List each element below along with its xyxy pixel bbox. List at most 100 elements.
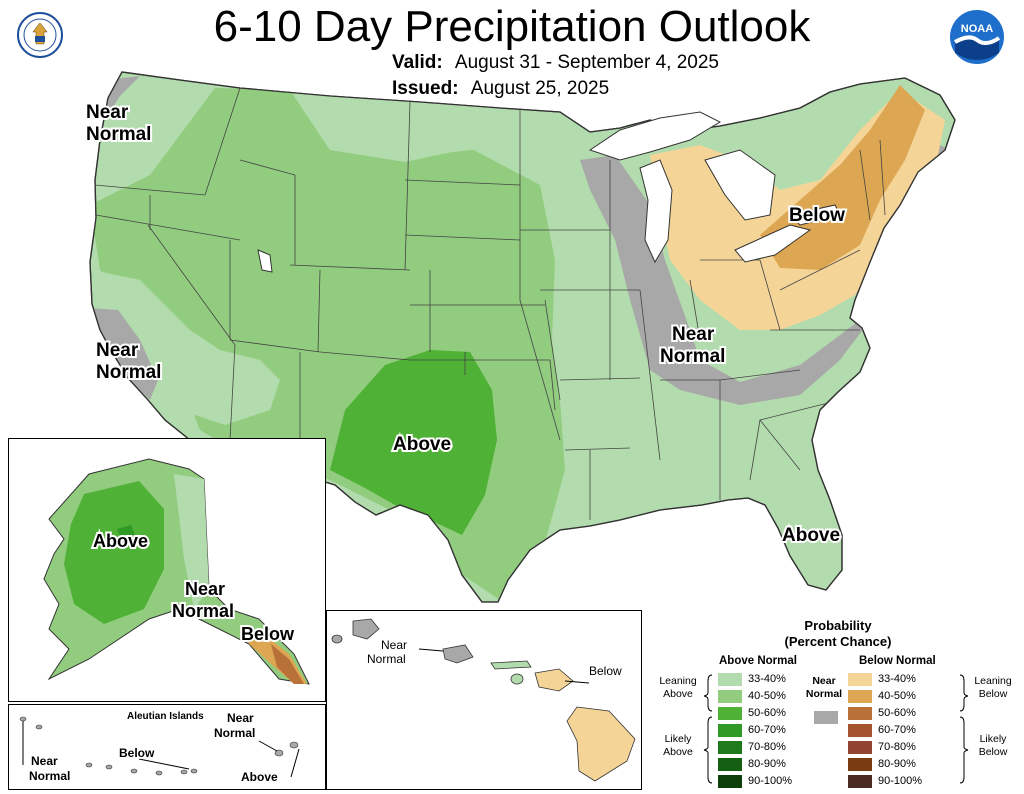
label-aleutian-east-above: Above bbox=[241, 770, 278, 784]
legend-below-range-label-3: 60-70% bbox=[878, 724, 916, 736]
legend-below-swatch-5 bbox=[848, 758, 872, 771]
label-florida-above: Above bbox=[782, 525, 840, 546]
alaska-inset: Above Near Normal Below bbox=[8, 438, 326, 702]
legend-leaning-above: Leaning Above bbox=[654, 675, 702, 701]
aleutian-inset: Aleutian Islands Near Normal Below Near … bbox=[8, 704, 326, 790]
legend-below-range-label-4: 70-80% bbox=[878, 741, 916, 753]
label-aleutian-west-near: Near bbox=[31, 754, 58, 768]
label-pacific-nw-near: Near bbox=[86, 102, 129, 123]
valid-line: Valid: August 31 - September 4, 2025 bbox=[392, 52, 719, 74]
great-lakes bbox=[257, 111, 841, 273]
island-molokai bbox=[490, 660, 532, 670]
legend-likely-below-l1: Likely bbox=[979, 733, 1007, 745]
legend-below-swatch-6 bbox=[848, 775, 872, 788]
label-aleutian-east-normal: Normal bbox=[214, 726, 255, 740]
legend-below-range-label-6: 90-100% bbox=[878, 775, 923, 787]
label-california-normal: Normal bbox=[96, 362, 161, 383]
legend-leaning-above-l1: Leaning bbox=[659, 675, 697, 687]
alaska-lean-above-east bbox=[174, 474, 209, 609]
near-normal-ohio-valley bbox=[580, 140, 950, 405]
issued-line: Issued: August 25, 2025 bbox=[392, 78, 609, 100]
legend-likely-above-l1: Likely bbox=[664, 733, 692, 745]
above-50-60-region bbox=[330, 350, 497, 535]
lean-above-northern-plains bbox=[290, 90, 520, 158]
alaska-map: Above Near Normal Below bbox=[43, 458, 310, 685]
valid-dates: August 31 - September 4, 2025 bbox=[454, 52, 719, 73]
label-ohio-valley-near: Near bbox=[672, 324, 715, 345]
legend-below-swatch-2 bbox=[848, 707, 872, 720]
label-aleutian-middle-below: Below bbox=[119, 746, 155, 760]
legend-near-normal-swatch bbox=[814, 711, 838, 724]
label-southern-plains-above: Above bbox=[393, 434, 451, 455]
legend-below-swatch-3 bbox=[848, 724, 872, 737]
island-lanai bbox=[510, 673, 524, 685]
label-aleutian-title: Aleutian Islands bbox=[127, 711, 204, 722]
label-pacific-nw-normal: Normal bbox=[86, 124, 151, 145]
hawaii-inset: Near Normal Below bbox=[326, 610, 642, 790]
label-hawaii-near: Near bbox=[381, 638, 407, 652]
map-title: 6-10 Day Precipitation Outlook bbox=[213, 2, 811, 51]
label-alaska-below: Below bbox=[241, 624, 295, 644]
alaska-above-50-60 bbox=[64, 481, 164, 624]
issued-label: Issued: bbox=[392, 78, 459, 99]
lean-above-pacific-nw bbox=[100, 90, 200, 190]
legend-below-range-label-2: 50-60% bbox=[878, 707, 916, 719]
legend-likely-below-l2: Below bbox=[978, 746, 1008, 758]
legend-subtitle: (Percent Chance) bbox=[784, 634, 892, 649]
noaa-logo-text: NOAA bbox=[961, 23, 993, 35]
legend-likely-above-l2: Above bbox=[663, 746, 693, 758]
label-hawaii-below: Below bbox=[589, 664, 622, 678]
island-oahu bbox=[442, 644, 474, 664]
legend-near-l1: Near bbox=[812, 675, 836, 687]
legend-above-swatch-3 bbox=[718, 724, 742, 737]
aleutian-map: Aleutian Islands Near Normal Below Near … bbox=[19, 709, 300, 786]
legend-title: Probability bbox=[804, 618, 872, 633]
lake-ontario bbox=[789, 204, 841, 226]
legend-above-range-label-4: 70-80% bbox=[748, 741, 786, 753]
near-normal-california-coast bbox=[90, 308, 158, 400]
legend-below-header: Below Normal bbox=[859, 655, 936, 667]
noaa-logo: NOAA bbox=[950, 10, 1004, 64]
legend-leaning-above-l2: Above bbox=[663, 688, 693, 700]
aleutian-islands bbox=[19, 716, 299, 776]
legend-leaning-below-l2: Below bbox=[978, 688, 1008, 700]
legend-below-range-label-5: 80-90% bbox=[878, 758, 916, 770]
legend-below-swatch-1 bbox=[848, 690, 872, 703]
legend-leaning-below-l1: Leaning bbox=[974, 675, 1012, 687]
label-aleutian-east-near: Near bbox=[227, 711, 254, 725]
commerce-seal-logo bbox=[17, 12, 63, 58]
legend-above-swatch-0 bbox=[718, 673, 742, 686]
label-northeast-below: Below bbox=[789, 205, 845, 226]
label-alaska-above: Above bbox=[93, 531, 148, 551]
legend-above-range-label-2: 50-60% bbox=[748, 707, 786, 719]
label-ohio-valley-normal: Normal bbox=[660, 346, 725, 367]
island-big-island bbox=[566, 706, 636, 782]
legend-above-range-label-3: 60-70% bbox=[748, 724, 786, 736]
label-hawaii-normal: Normal bbox=[367, 652, 406, 666]
label-california-near: Near bbox=[96, 340, 139, 361]
label-alaska-near: Near bbox=[185, 579, 225, 599]
alaska-above-60-70-spot bbox=[117, 525, 135, 539]
lake-erie bbox=[734, 224, 812, 263]
island-niihau bbox=[331, 634, 343, 644]
legend-likely-above: Likely Above bbox=[654, 733, 702, 759]
legend-above-swatch-6 bbox=[718, 775, 742, 788]
legend-below-range-label-1: 40-50% bbox=[878, 690, 916, 702]
hawaii-leader-below bbox=[564, 680, 590, 684]
hawaii-leader-near bbox=[418, 648, 444, 652]
hawaii-map: Near Normal Below bbox=[331, 618, 636, 782]
aleutian-leader-lines bbox=[22, 721, 300, 778]
valid-label: Valid: bbox=[392, 52, 443, 73]
legend-near-l2: Normal bbox=[805, 688, 843, 700]
legend-above-range-label-0: 33-40% bbox=[748, 673, 786, 685]
legend-above-swatch-4 bbox=[718, 741, 742, 754]
legend-above-range-label-6: 90-100% bbox=[748, 775, 793, 787]
great-salt-lake bbox=[257, 249, 273, 273]
legend-braces bbox=[703, 674, 969, 784]
probability-legend: Probability (Percent Chance) Above Norma… bbox=[652, 615, 1024, 791]
legend-near-normal: Near Normal bbox=[804, 675, 844, 701]
legend-above-swatch-1 bbox=[718, 690, 742, 703]
legend-above-header: Above Normal bbox=[719, 655, 797, 667]
label-alaska-normal: Normal bbox=[172, 601, 234, 621]
legend-above-swatch-2 bbox=[718, 707, 742, 720]
